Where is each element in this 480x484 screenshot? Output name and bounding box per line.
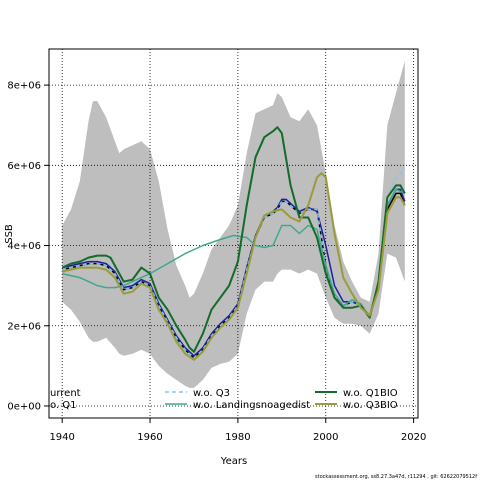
x-tick-label: 2020 [401, 432, 426, 443]
y-tick-label: 8e+06 [7, 81, 41, 92]
y-tick-label: 2e+06 [7, 321, 41, 332]
legend-label: w.o. Landingsnoagedist [193, 400, 310, 411]
legend-label: w.o. Q3 [193, 388, 230, 399]
y-axis-title: SSB [4, 224, 15, 244]
series-layer [61, 126, 406, 361]
footer-text: stockassessment.org, ss8.27.3a47d, r1129… [315, 474, 477, 480]
y-tick-label: 0e+00 [7, 401, 41, 412]
x-tick-label: 1960 [137, 432, 162, 443]
x-axis-title: Years [220, 456, 247, 467]
plot-frame [48, 48, 419, 419]
legend-label: urrent [50, 388, 81, 399]
x-tick-label: 1980 [225, 432, 250, 443]
axes-layer: 1940 1960 1980 2000 2020 0e+00 2e+06 4e+06 6e+06… [7, 81, 426, 443]
x-tick-label: 1940 [49, 432, 74, 443]
series-line [61, 126, 406, 353]
legend-label: w.o. Q3BIO [343, 400, 398, 411]
y-tick-label: 6e+06 [7, 161, 41, 172]
x-tick-label: 2000 [313, 432, 338, 443]
y-tick-label: 4e+06 [7, 241, 41, 252]
series-line [62, 188, 406, 319]
series-line [61, 172, 406, 361]
legend-label: w.o. Q1BIO [343, 388, 398, 399]
confidence-band-layer [62, 61, 405, 388]
confidence-band [62, 61, 405, 388]
legend-label: o. Q1 [50, 400, 77, 411]
